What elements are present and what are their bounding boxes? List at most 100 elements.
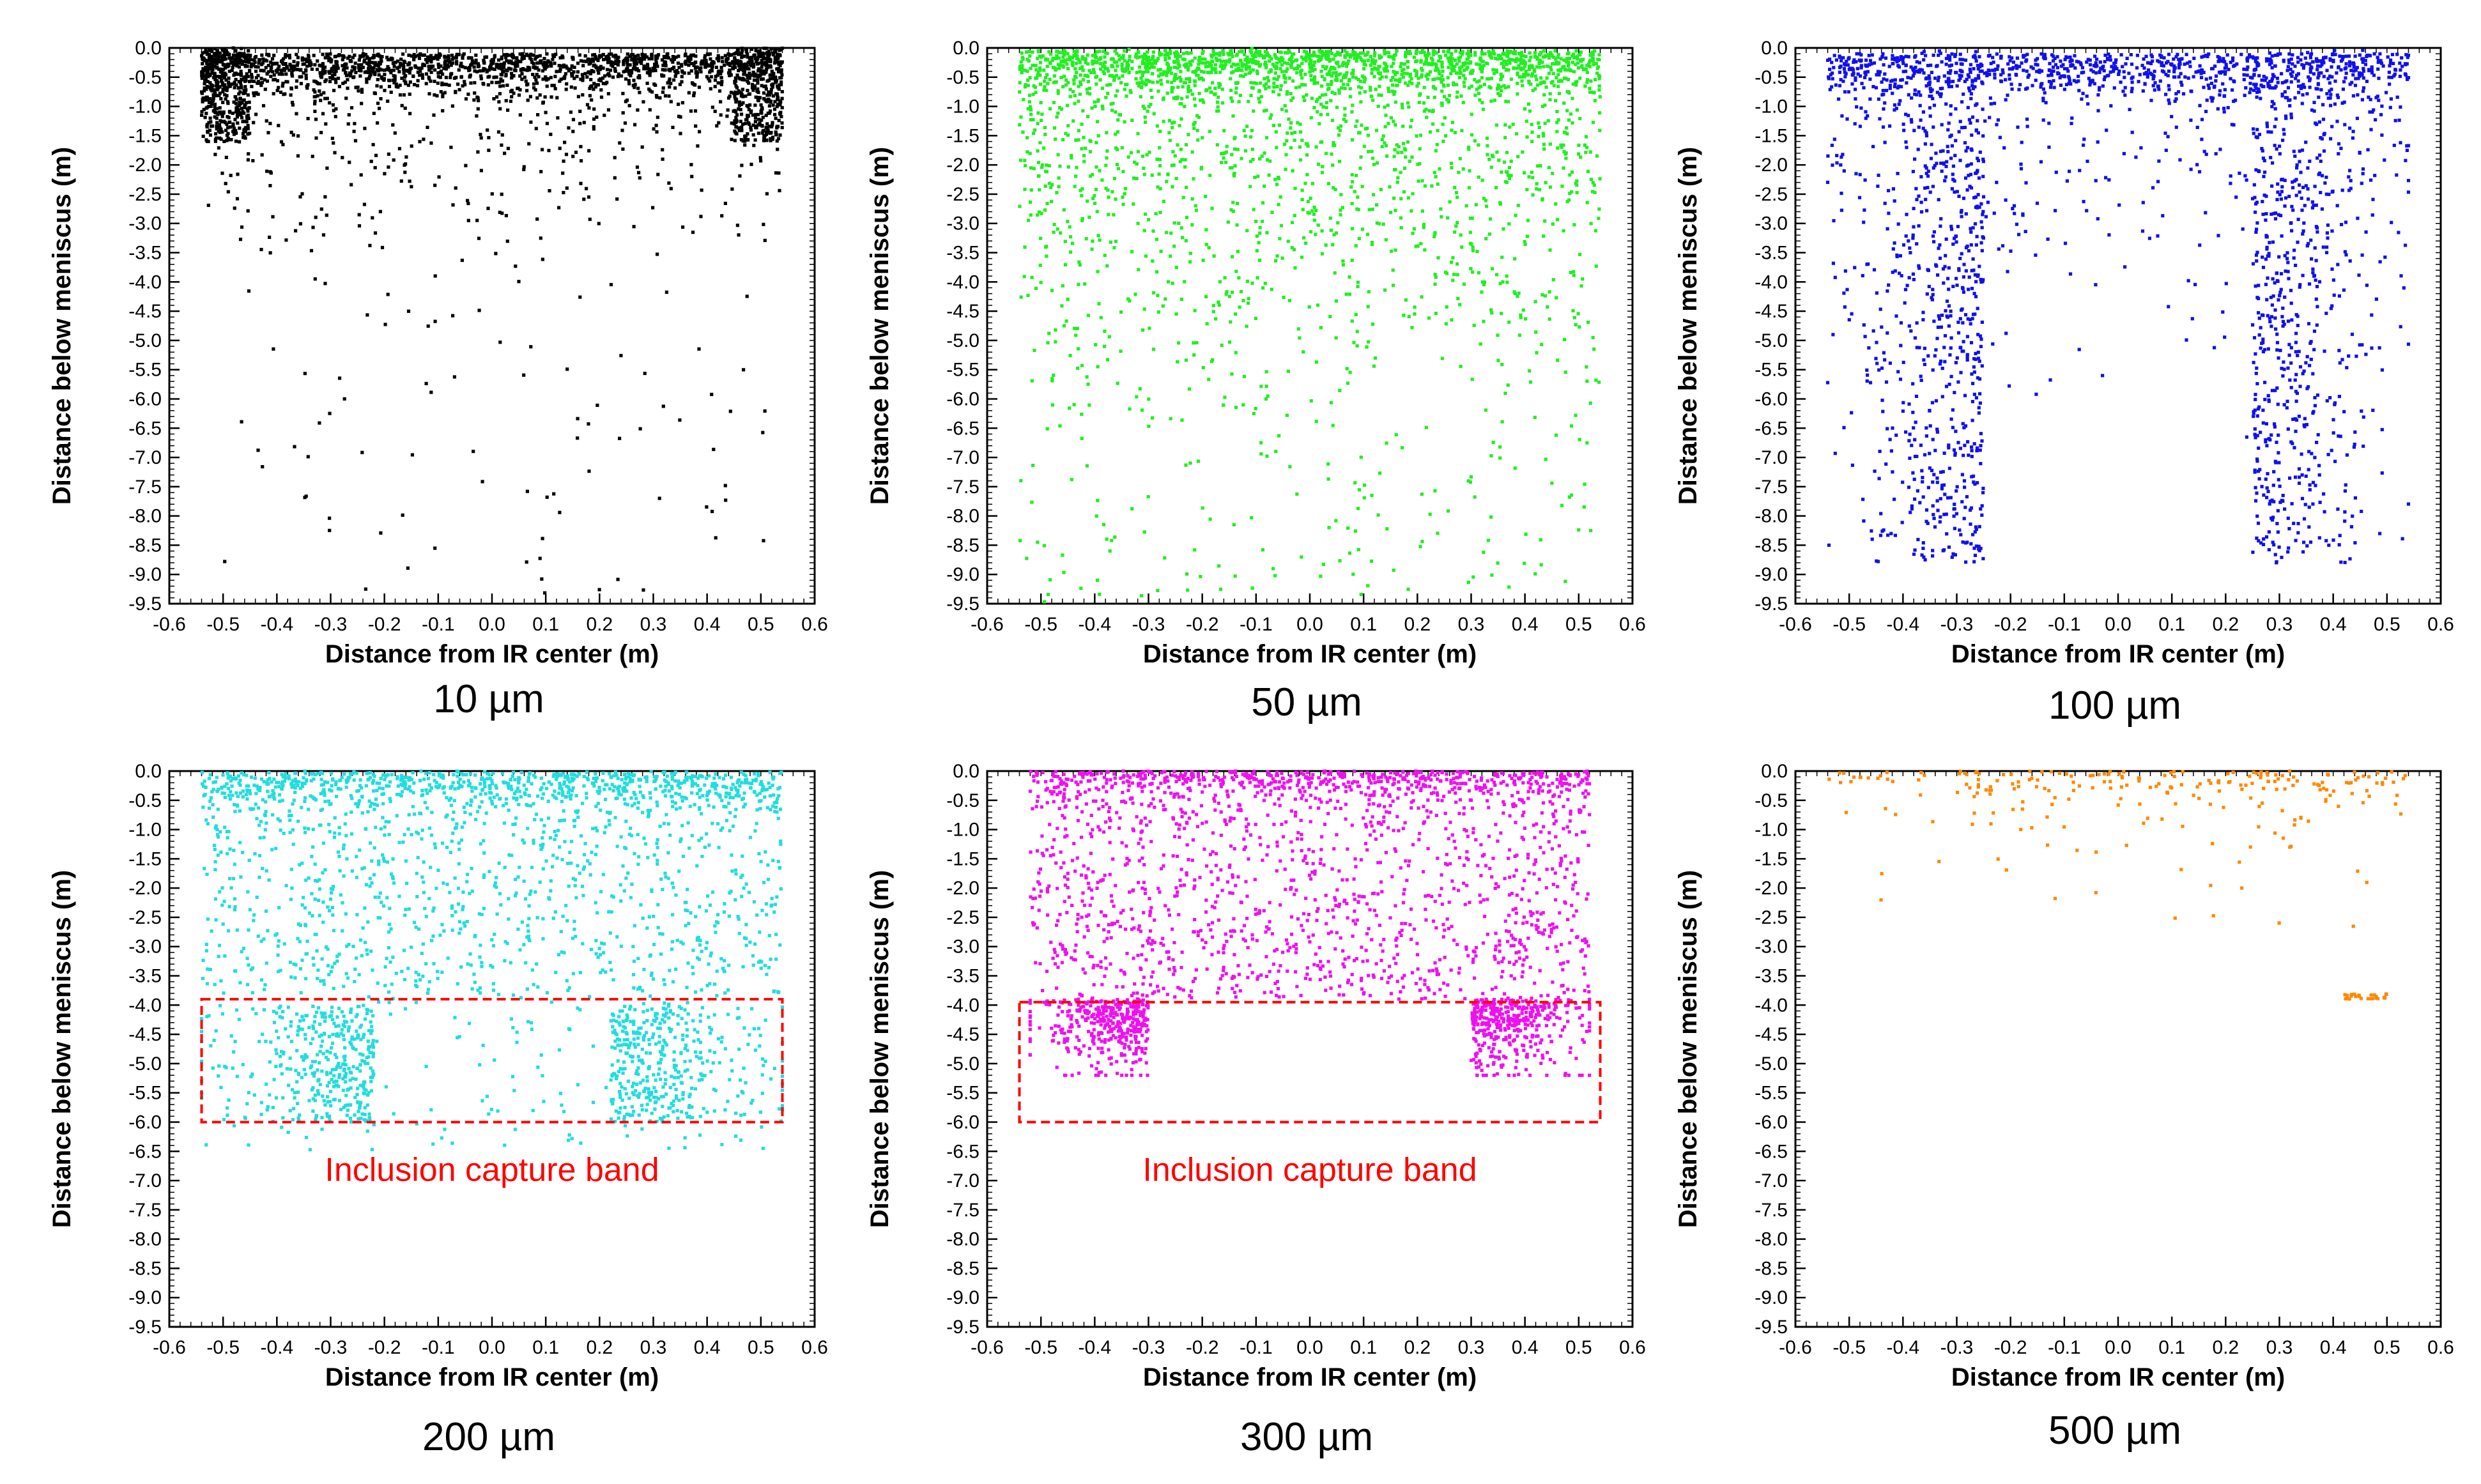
data-point: [757, 118, 761, 121]
data-point: [1482, 282, 1486, 287]
data-point: [209, 120, 213, 124]
data-point: [1424, 425, 1428, 429]
data-point: [519, 59, 523, 64]
data-point: [243, 105, 247, 109]
data-point: [1095, 82, 1098, 86]
data-point: [275, 79, 279, 82]
data-point: [208, 133, 213, 137]
data-point: [1448, 200, 1452, 204]
data-point: [1321, 65, 1325, 68]
data-point: [1540, 60, 1544, 65]
data-point: [1350, 138, 1355, 142]
data-point: [698, 67, 702, 71]
data-point: [541, 148, 544, 151]
data-point: [1197, 459, 1201, 463]
data-point: [632, 225, 636, 229]
data-point: [210, 67, 215, 71]
data-point: [1482, 551, 1486, 555]
data-point: [268, 121, 272, 125]
data-point: [246, 75, 250, 79]
data-point: [592, 125, 595, 128]
data-point: [265, 59, 269, 63]
data-point: [1172, 96, 1176, 100]
data-point: [504, 68, 508, 72]
data-point: [408, 112, 412, 116]
data-point: [1563, 152, 1567, 156]
data-point: [1025, 69, 1029, 73]
data-point: [617, 72, 621, 76]
data-point: [1468, 480, 1472, 484]
data-point: [332, 65, 336, 68]
data-point: [303, 372, 307, 376]
data-point: [247, 100, 251, 104]
data-point: [558, 68, 562, 72]
data-point: [1481, 59, 1485, 63]
data-point: [333, 73, 337, 77]
data-point: [412, 52, 416, 57]
data-point: [1185, 77, 1188, 81]
data-point: [1088, 174, 1093, 178]
data-point: [367, 77, 371, 80]
data-point: [1211, 49, 1215, 53]
data-point: [1180, 418, 1184, 422]
data-point: [667, 181, 671, 185]
data-point: [1516, 82, 1519, 86]
data-point: [220, 120, 224, 124]
data-point: [263, 78, 266, 82]
data-point: [753, 74, 757, 78]
data-point: [421, 53, 426, 57]
data-point: [257, 57, 262, 62]
data-point: [549, 75, 553, 79]
data-point: [1291, 96, 1295, 100]
data-point: [751, 73, 755, 77]
data-point: [298, 222, 302, 226]
data-point: [451, 61, 455, 65]
data-point: [418, 53, 422, 57]
data-point: [1288, 465, 1292, 469]
data-point: [572, 65, 576, 69]
data-point: [1348, 551, 1352, 555]
data-point: [750, 86, 755, 89]
data-point: [1329, 401, 1333, 404]
data-point: [1091, 197, 1095, 201]
data-point: [1546, 65, 1549, 68]
data-point: [1436, 182, 1440, 186]
data-point: [1331, 424, 1335, 427]
x-tick-label: -0.1: [422, 614, 455, 635]
data-point: [367, 75, 372, 79]
data-point: [761, 69, 765, 73]
data-point: [231, 111, 234, 115]
data-point: [1326, 73, 1330, 77]
data-point: [1563, 337, 1567, 341]
data-point: [737, 89, 741, 93]
data-point: [518, 88, 522, 92]
data-point: [321, 233, 326, 237]
data-point: [1281, 57, 1285, 61]
data-point: [493, 67, 496, 72]
data-point: [1095, 141, 1098, 144]
data-point: [1458, 68, 1462, 72]
data-point: [1374, 59, 1378, 63]
data-point: [1019, 478, 1023, 482]
data-point: [539, 59, 542, 63]
data-point: [1473, 50, 1477, 54]
data-point: [424, 57, 428, 61]
data-point: [217, 146, 220, 150]
data-point: [1594, 264, 1598, 268]
data-point: [213, 137, 217, 141]
data-point: [1347, 59, 1351, 63]
data-point: [563, 141, 567, 144]
data-point: [344, 73, 348, 77]
data-point: [201, 97, 204, 102]
data-point: [1576, 66, 1580, 70]
data-point: [239, 58, 243, 62]
data-point: [741, 49, 744, 53]
data-point: [204, 61, 209, 65]
data-point: [1371, 193, 1376, 197]
data-point: [243, 56, 247, 60]
data-point: [765, 192, 769, 195]
data-point: [500, 211, 504, 215]
data-point: [1169, 66, 1172, 70]
y-tick-label: -2.0: [946, 155, 979, 176]
data-point: [576, 61, 580, 65]
